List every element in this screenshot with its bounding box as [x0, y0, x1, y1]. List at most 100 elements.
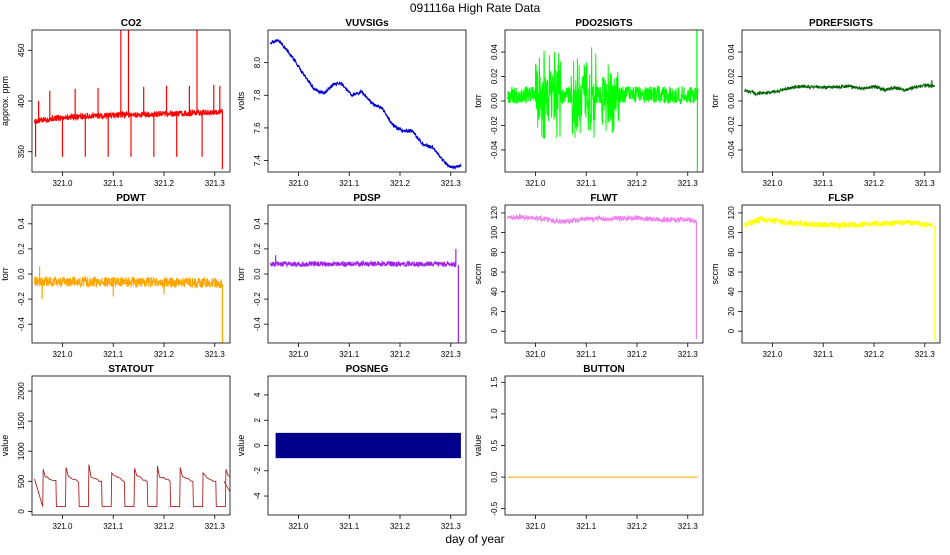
y-tick-label-pdsp: 0.2 [253, 243, 262, 255]
y-tick-label-posneg: 4 [253, 392, 262, 397]
panel-pdrefsigts: PDREFSIGTS torr 321.0 321.1 321.2 321.3 -0.04 -… [710, 18, 941, 188]
x-tick-label-flsp: 321.0 [762, 350, 783, 359]
x-tick-label-posneg: 321.2 [390, 522, 411, 531]
panel-posneg: POSNEG value 321.0 321.1 321.2 321.3 -4 -2 0 2 4 [236, 364, 467, 531]
y-tick-label-button: -0.5 [490, 501, 499, 515]
x-tick-label-statout: 321.1 [103, 522, 124, 531]
y-axis-label-flsp: sccm [710, 264, 720, 285]
x-tick-label-posneg: 321.0 [288, 522, 309, 531]
y-tick-label-pdsp: 0.0 [253, 268, 262, 280]
y-tick-label-pdwt: 0.4 [17, 218, 26, 230]
x-tick-label-statout: 321.2 [154, 522, 175, 531]
x-tick-label-flwt: 321.0 [525, 350, 546, 359]
panel-pdo2sigts: PDO2SIGTS torr 321.0 321.1 321.2 321.3 -0.04 -0… [473, 18, 704, 188]
y-tick-label-pdo2sigts: 0.00 [490, 93, 499, 109]
x-tick-label-posneg: 321.1 [339, 522, 360, 531]
panel-frame-vuvsigs [267, 29, 467, 173]
x-tick-label-button: 321.0 [525, 522, 546, 531]
x-tick-label-flsp: 321.2 [864, 350, 885, 359]
x-tick-label-posneg: 321.3 [441, 522, 462, 531]
y-axis-label-posneg: value [236, 435, 246, 457]
figure-title: 091116a High Rate Data [410, 1, 541, 15]
x-tick-label-vuvsigs: 321.2 [390, 179, 411, 188]
y-tick-label-pdo2sigts: -0.02 [490, 116, 499, 135]
y-axis-label-pdrefsigts: torr [710, 94, 720, 108]
x-tick-label-flwt: 321.2 [627, 350, 648, 359]
y-tick-label-flsp: 0 [727, 328, 736, 333]
y-tick-label-flsp: 80 [727, 247, 736, 256]
y-axis-label-pdsp: torr [236, 267, 246, 281]
plot-area-flsp [744, 215, 936, 342]
x-tick-label-pdwt: 321.3 [205, 350, 226, 359]
x-tick-label-flwt: 321.3 [678, 350, 699, 359]
panel-title-flsp: FLSP [828, 193, 854, 204]
panel-frame-pdwt [31, 204, 231, 344]
panel-title-pdrefsigts: PDREFSIGTS [809, 18, 873, 29]
series-line-pdwt [34, 275, 223, 289]
x-tick-label-pdsp: 321.0 [288, 350, 309, 359]
y-tick-label-flwt: 20 [490, 306, 499, 315]
panel-frame-pdsp [267, 204, 467, 344]
y-axis-label-button: value [473, 435, 483, 457]
y-tick-label-pdrefsigts: -0.04 [727, 140, 736, 159]
panel-title-pdsp: PDSP [353, 193, 381, 204]
plot-area-flwt [507, 213, 698, 340]
y-tick-label-flwt: 0 [490, 328, 499, 333]
x-tick-label-flsp: 321.1 [813, 350, 834, 359]
panel-statout: STATOUT value 321.0 321.1 321.2 321.3 0 500 1000… [0, 364, 231, 531]
x-tick-label-button: 321.1 [576, 522, 597, 531]
panel-title-co2: CO2 [121, 18, 142, 29]
y-tick-label-vuvsigs: 7.6 [253, 122, 262, 134]
y-tick-label-statout: 1000 [17, 442, 26, 460]
y-tick-label-pdo2sigts: 0.04 [490, 44, 499, 60]
figure-xlabel: day of year [445, 532, 504, 546]
y-tick-label-pdrefsigts: -0.02 [727, 116, 736, 135]
x-tick-label-pdo2sigts: 321.0 [525, 179, 546, 188]
y-axis-label-pdo2sigts: torr [473, 94, 483, 108]
x-tick-label-flwt: 321.1 [576, 350, 597, 359]
plot-area-co2 [34, 30, 223, 169]
x-tick-label-statout: 321.3 [205, 522, 226, 531]
y-tick-label-statout: 500 [17, 474, 26, 488]
y-tick-label-pdrefsigts: 0.02 [727, 68, 736, 84]
plot-area-pdrefsigts [744, 80, 936, 97]
panel-flsp: FLSP sccm 321.0 321.1 321.2 321.3 0 20 40 60 80 100… [710, 193, 941, 359]
panel-title-pdwt: PDWT [116, 193, 145, 204]
panel-title-pdo2sigts: PDO2SIGTS [575, 18, 633, 29]
y-tick-label-posneg: -2 [253, 467, 262, 475]
panel-pdwt: PDWT torr 321.0 321.1 321.2 321.3 -0.4 -0.2 0.0 0… [0, 193, 231, 359]
y-tick-label-vuvsigs: 8.0 [253, 57, 262, 69]
y-tick-label-pdsp: 0.4 [253, 218, 262, 230]
y-tick-label-posneg: -4 [253, 492, 262, 500]
y-axis-label-pdwt: torr [0, 267, 10, 281]
x-tick-label-pdwt: 321.2 [154, 350, 175, 359]
x-tick-label-vuvsigs: 321.0 [288, 179, 309, 188]
y-tick-label-button: 0.0 [490, 471, 499, 483]
panel-vuvsigs: VUVSIGs volts 321.0 321.1 321.2 321.3 7.4 7.6 7.… [236, 18, 467, 188]
y-tick-label-co2: 400 [17, 94, 26, 108]
plot-area-pdwt [34, 266, 223, 343]
y-tick-label-statout: 0 [17, 509, 26, 514]
plot-area-pdsp [270, 248, 459, 343]
panel-pdsp: PDSP torr 321.0 321.1 321.2 321.3 -0.4 -0.2 0.0 0… [236, 193, 467, 359]
series-line-flsp [744, 215, 933, 230]
panel-frame-pdrefsigts [741, 29, 941, 173]
plot-area-posneg [275, 432, 461, 459]
y-tick-label-pdwt: -0.4 [17, 317, 26, 331]
x-tick-label-pdsp: 321.1 [339, 350, 360, 359]
x-tick-label-co2: 321.0 [52, 179, 73, 188]
y-tick-label-statout: 2000 [17, 382, 26, 400]
x-tick-label-pdwt: 321.1 [103, 350, 124, 359]
x-tick-label-pdo2sigts: 321.1 [576, 179, 597, 188]
y-tick-label-pdo2sigts: 0.02 [490, 68, 499, 84]
panel-title-flwt: FLWT [590, 193, 617, 204]
y-tick-label-posneg: 0 [253, 443, 262, 448]
y-tick-label-co2: 350 [17, 144, 26, 158]
y-tick-label-flsp: 100 [727, 225, 736, 239]
panel-title-statout: STATOUT [108, 364, 154, 375]
x-tick-label-pdsp: 321.2 [390, 350, 411, 359]
y-tick-label-flwt: 40 [490, 287, 499, 296]
y-tick-label-flwt: 80 [490, 247, 499, 256]
